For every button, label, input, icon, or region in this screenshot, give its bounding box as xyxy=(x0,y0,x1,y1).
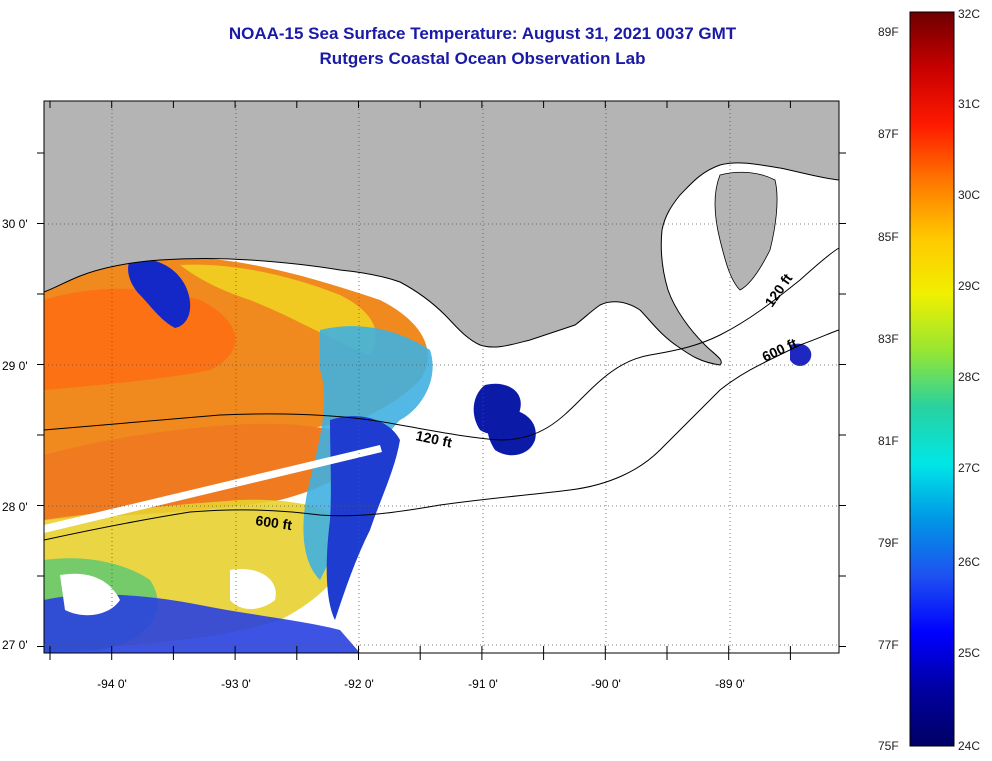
lon-tick-label-0: -94 0' xyxy=(97,677,127,691)
sst-orange-south xyxy=(44,423,380,520)
lat-tick-label-1: 29 0' xyxy=(2,359,28,373)
sst-blue-patch-center xyxy=(487,409,536,456)
lon-tick-label-4: -90 0' xyxy=(591,677,621,691)
graticule xyxy=(44,101,839,653)
colorbar-c-label-1: 31C xyxy=(958,97,980,111)
land-mass xyxy=(44,101,839,366)
lat-tick-label-2: 28 0' xyxy=(2,500,28,514)
contour-label-600ft-west: 600 ft xyxy=(255,512,294,533)
plot-area xyxy=(44,101,839,653)
colorbar-c-label-2: 30C xyxy=(958,188,980,202)
nodata-gap-sw xyxy=(60,573,120,616)
colorbar-f-label-2: 85F xyxy=(878,230,899,244)
colorbar-f-label-6: 77F xyxy=(878,638,899,652)
colorbar-c-label-5: 27C xyxy=(958,461,980,475)
colorbar-f-label-0: 89F xyxy=(878,25,899,39)
colorbar-c-label-4: 28C xyxy=(958,370,980,384)
lon-tick-label-3: -91 0' xyxy=(468,677,498,691)
contour-600ft-line xyxy=(43,329,840,541)
sst-blue-patch-nw xyxy=(128,258,191,328)
colorbar-c-label-0: 32C xyxy=(958,7,980,21)
colorbar-c-label-7: 25C xyxy=(958,646,980,660)
map-subtitle: Rutgers Coastal Ocean Observation Lab xyxy=(319,49,646,68)
colorbar-f-label-5: 79F xyxy=(878,536,899,550)
lon-tick-label-5: -89 0' xyxy=(715,677,745,691)
lat-tick-label-3: 27 0' xyxy=(2,638,28,652)
colorbar-f-label-7: 75F xyxy=(878,739,899,753)
colorbar-f-label-4: 81F xyxy=(878,434,899,448)
frame-ticks xyxy=(37,101,846,660)
map-title: NOAA-15 Sea Surface Temperature: August … xyxy=(228,24,737,43)
colorbar-c-label-8: 24C xyxy=(958,739,980,753)
lat-tick-label-0: 30 0' xyxy=(2,217,28,231)
colorbar-f-label-3: 83F xyxy=(878,332,899,346)
colorbar-c-label-3: 29C xyxy=(958,279,980,293)
contour-120ft-line xyxy=(43,247,840,441)
land-delta-east xyxy=(714,171,778,291)
colorbar-c-label-6: 26C xyxy=(958,555,980,569)
sst-blue-edge xyxy=(326,416,400,620)
lon-tick-label-2: -92 0' xyxy=(344,677,374,691)
lon-tick-label-1: -93 0' xyxy=(221,677,251,691)
colorbar xyxy=(909,11,955,747)
nodata-gap-s xyxy=(230,569,276,609)
contour-label-120ft-west: 120 ft xyxy=(414,427,453,450)
scan-gap xyxy=(44,445,382,533)
sst-blue-patch-ne xyxy=(790,343,812,366)
sst-blue-south xyxy=(44,594,360,653)
colorbar-f-label-1: 87F xyxy=(878,127,899,141)
plot-frame xyxy=(43,100,840,654)
